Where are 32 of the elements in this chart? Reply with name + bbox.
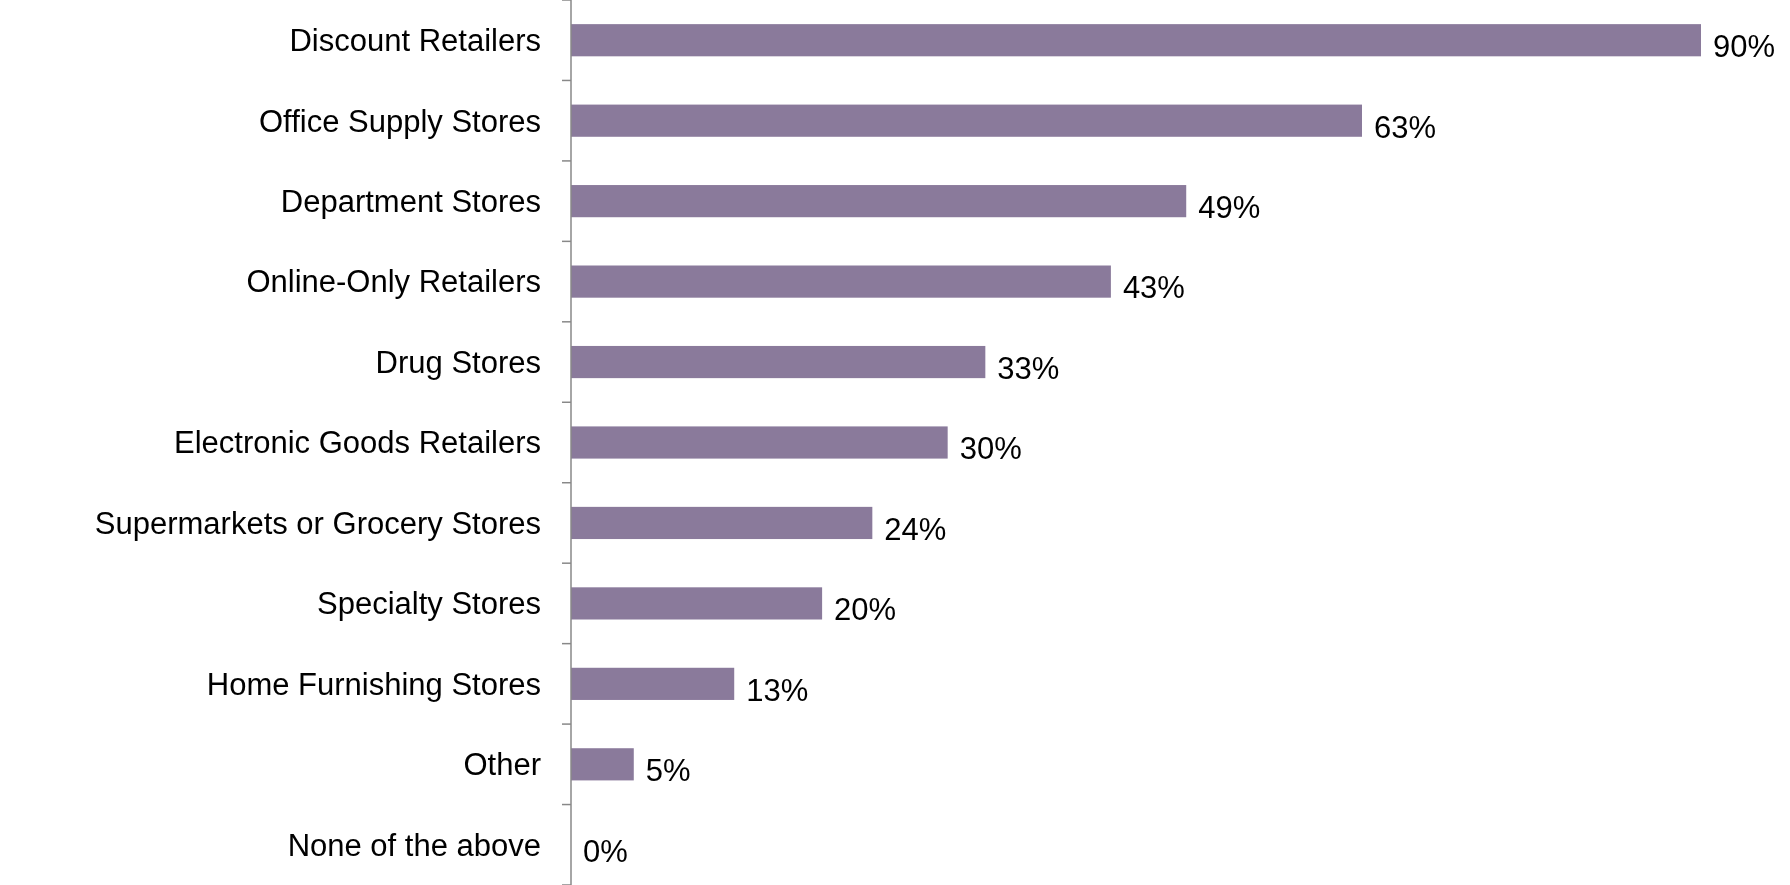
y-tick-label: Home Furnishing Stores (206, 666, 541, 702)
bar (571, 345, 986, 379)
bar (571, 426, 948, 459)
data-label: 90% (1713, 29, 1776, 65)
data-label: 43% (1122, 270, 1185, 306)
data-label: 24% (884, 511, 947, 547)
y-tick-label: Office Supply Stores (258, 103, 541, 139)
bar (571, 587, 823, 620)
y-tick-label: Other (463, 747, 541, 783)
bar (571, 667, 735, 700)
data-label: 5% (645, 753, 691, 789)
data-label: 20% (834, 592, 897, 628)
bar (571, 24, 1701, 57)
y-tick-label: Drug Stores (375, 344, 541, 380)
y-tick-label: Specialty Stores (317, 586, 541, 622)
y-tick-label: Online-Only Retailers (246, 264, 541, 300)
y-tick-label: Department Stores (280, 183, 541, 219)
data-label: 49% (1198, 189, 1261, 225)
data-label: 63% (1374, 109, 1437, 145)
y-tick-label: Supermarkets or Grocery Stores (94, 505, 541, 541)
data-label: 13% (746, 672, 809, 708)
y-tick-label: Electronic Goods Retailers (174, 425, 541, 461)
data-label: 33% (997, 350, 1060, 386)
bar (571, 748, 634, 781)
bar (571, 506, 873, 540)
y-tick-label: None of the above (287, 827, 541, 863)
data-label: 30% (959, 431, 1022, 467)
bar (571, 104, 1362, 137)
bar (571, 185, 1187, 218)
bar (571, 265, 1111, 298)
y-tick-label: Discount Retailers (289, 23, 541, 59)
data-label: 0% (583, 833, 628, 869)
